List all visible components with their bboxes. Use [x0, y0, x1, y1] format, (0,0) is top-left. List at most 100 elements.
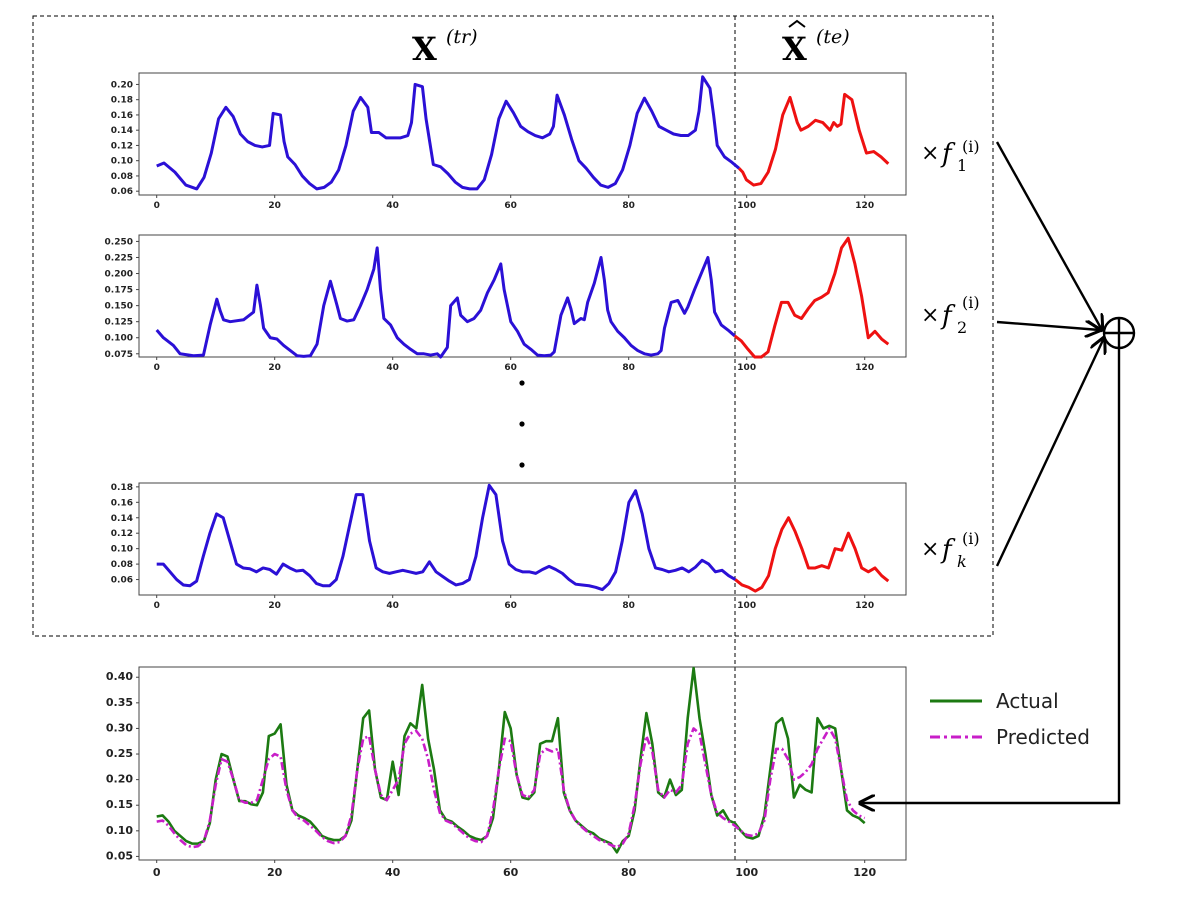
y-tick-label: 0.10	[111, 545, 133, 555]
svg-text:×: ×	[921, 537, 939, 562]
test-series-line	[733, 236, 890, 359]
arrow-to-prediction	[860, 348, 1121, 803]
train-series-line	[155, 246, 736, 359]
y-tick-label: 0.10	[106, 824, 133, 837]
weight-label-k: × f k (i)	[921, 529, 980, 571]
x-tick-label: 20	[267, 866, 283, 879]
y-tick-label: 0.20	[111, 80, 133, 90]
test-series-line	[737, 92, 890, 187]
y-tick-label: 0.12	[111, 529, 133, 539]
arrow-weight-2	[996, 322, 1100, 330]
feature-plot-k: 0.06 0.08 0.10 0.12 0.14 0.16 0.18 0 20 40 60 80 100…	[111, 482, 907, 611]
feature-plot-2: 0.075 0.100 0.125 0.150 0.175 0.200 0.225 0.250…	[105, 234, 907, 373]
y-tick-label: 0.18	[111, 96, 133, 106]
x-tick-label: 100	[737, 601, 756, 611]
y-tick-label: 0.12	[111, 141, 133, 151]
y-tick-label: 0.075	[105, 350, 133, 360]
x-tick-label: 60	[504, 201, 517, 211]
train-series-line	[156, 483, 737, 592]
legend-actual-label: Actual	[996, 689, 1059, 713]
train-header-sup: (tr)	[446, 26, 478, 48]
arrow-weight-1	[995, 141, 1102, 330]
y-tick-label: 0.10	[111, 157, 133, 167]
y-tick-label: 0.30	[106, 721, 133, 734]
circled-plus-icon	[1102, 316, 1136, 350]
train-series-line	[156, 75, 741, 191]
plot-frame	[138, 482, 907, 596]
svg-text:(i): (i)	[962, 293, 980, 312]
x-tick-label: 80	[622, 601, 635, 611]
x-tick-label: 120	[855, 601, 874, 611]
x-tick-label: 60	[504, 601, 517, 611]
y-tick-label: 0.150	[105, 302, 133, 312]
plot-frame	[138, 234, 907, 358]
y-tick-label: 0.125	[105, 318, 133, 328]
svg-text:f: f	[940, 535, 956, 565]
y-tick-label: 0.14	[111, 514, 133, 524]
y-tick-label: 0.08	[111, 560, 133, 570]
x-tick-label: 0	[154, 363, 160, 373]
y-tick-label: 0.250	[105, 237, 133, 247]
x-tick-label: 40	[386, 601, 399, 611]
hat-accent	[788, 19, 806, 28]
y-tick-label: 0.18	[111, 483, 133, 493]
weight-label-1: × f 1 (i)	[921, 137, 980, 175]
x-tick-label: 0	[154, 201, 160, 211]
svg-text:k: k	[957, 552, 967, 571]
y-tick-label: 0.06	[111, 576, 133, 586]
y-tick-label: 0.20	[106, 773, 133, 786]
x-tick-label: 0	[153, 866, 161, 879]
legend: Actual Predicted	[930, 689, 1090, 749]
vertical-dots-icon	[519, 380, 525, 468]
x-tick-label: 80	[622, 363, 635, 373]
y-tick-label: 0.175	[105, 286, 133, 296]
y-tick-label: 0.35	[106, 696, 133, 709]
series-predicted-line	[156, 727, 866, 849]
feature-plot-1: 0.06 0.08 0.10 0.12 0.14 0.16 0.18 0.20 0 20 40 60 8…	[111, 72, 907, 211]
svg-text:×: ×	[921, 141, 939, 166]
weight-label-2: × f 2 (i)	[921, 293, 980, 337]
test-header: X (te)	[782, 19, 850, 68]
x-tick-label: 20	[268, 601, 281, 611]
y-tick-label: 0.14	[111, 126, 133, 136]
y-tick-label: 0.08	[111, 172, 133, 182]
train-header-base: X	[412, 30, 437, 68]
svg-text:1: 1	[957, 156, 967, 175]
x-tick-label: 60	[503, 866, 519, 879]
y-tick-label: 0.225	[105, 253, 133, 263]
test-header-base: X	[782, 30, 807, 68]
y-tick-label: 0.16	[111, 111, 133, 121]
plot-frame	[138, 666, 907, 861]
x-tick-label: 120	[855, 201, 874, 211]
x-tick-label: 40	[385, 866, 401, 879]
prediction-plot: 0.05 0.10 0.15 0.20 0.25 0.30 0.35 0.40 0 20 40 60 8…	[106, 666, 907, 879]
y-tick-label: 0.25	[106, 747, 133, 760]
x-tick-label: 120	[853, 866, 876, 879]
test-header-sup: (te)	[816, 26, 850, 48]
x-tick-label: 120	[855, 363, 874, 373]
y-tick-label: 0.06	[111, 187, 133, 197]
svg-text:×: ×	[921, 303, 939, 328]
x-tick-label: 40	[386, 363, 399, 373]
y-tick-label: 0.05	[106, 849, 133, 862]
svg-text:f: f	[940, 301, 956, 331]
x-tick-label: 40	[386, 201, 399, 211]
x-tick-label: 20	[268, 363, 281, 373]
y-tick-label: 0.100	[105, 334, 133, 344]
x-tick-label: 0	[154, 601, 160, 611]
y-tick-label: 0.40	[106, 670, 133, 683]
x-tick-label: 100	[735, 866, 758, 879]
plot-frame	[138, 72, 907, 196]
arrow-weight-k	[995, 338, 1104, 567]
y-tick-label: 0.16	[111, 498, 133, 508]
y-tick-label: 0.200	[105, 270, 133, 280]
x-tick-label: 100	[737, 363, 756, 373]
svg-text:(i): (i)	[962, 529, 980, 548]
legend-predicted-label: Predicted	[996, 725, 1090, 749]
svg-text:(i): (i)	[962, 137, 980, 156]
features-frame	[32, 15, 994, 637]
series-actual-line	[156, 666, 866, 854]
svg-text:f: f	[940, 139, 956, 169]
x-tick-label: 20	[268, 201, 281, 211]
